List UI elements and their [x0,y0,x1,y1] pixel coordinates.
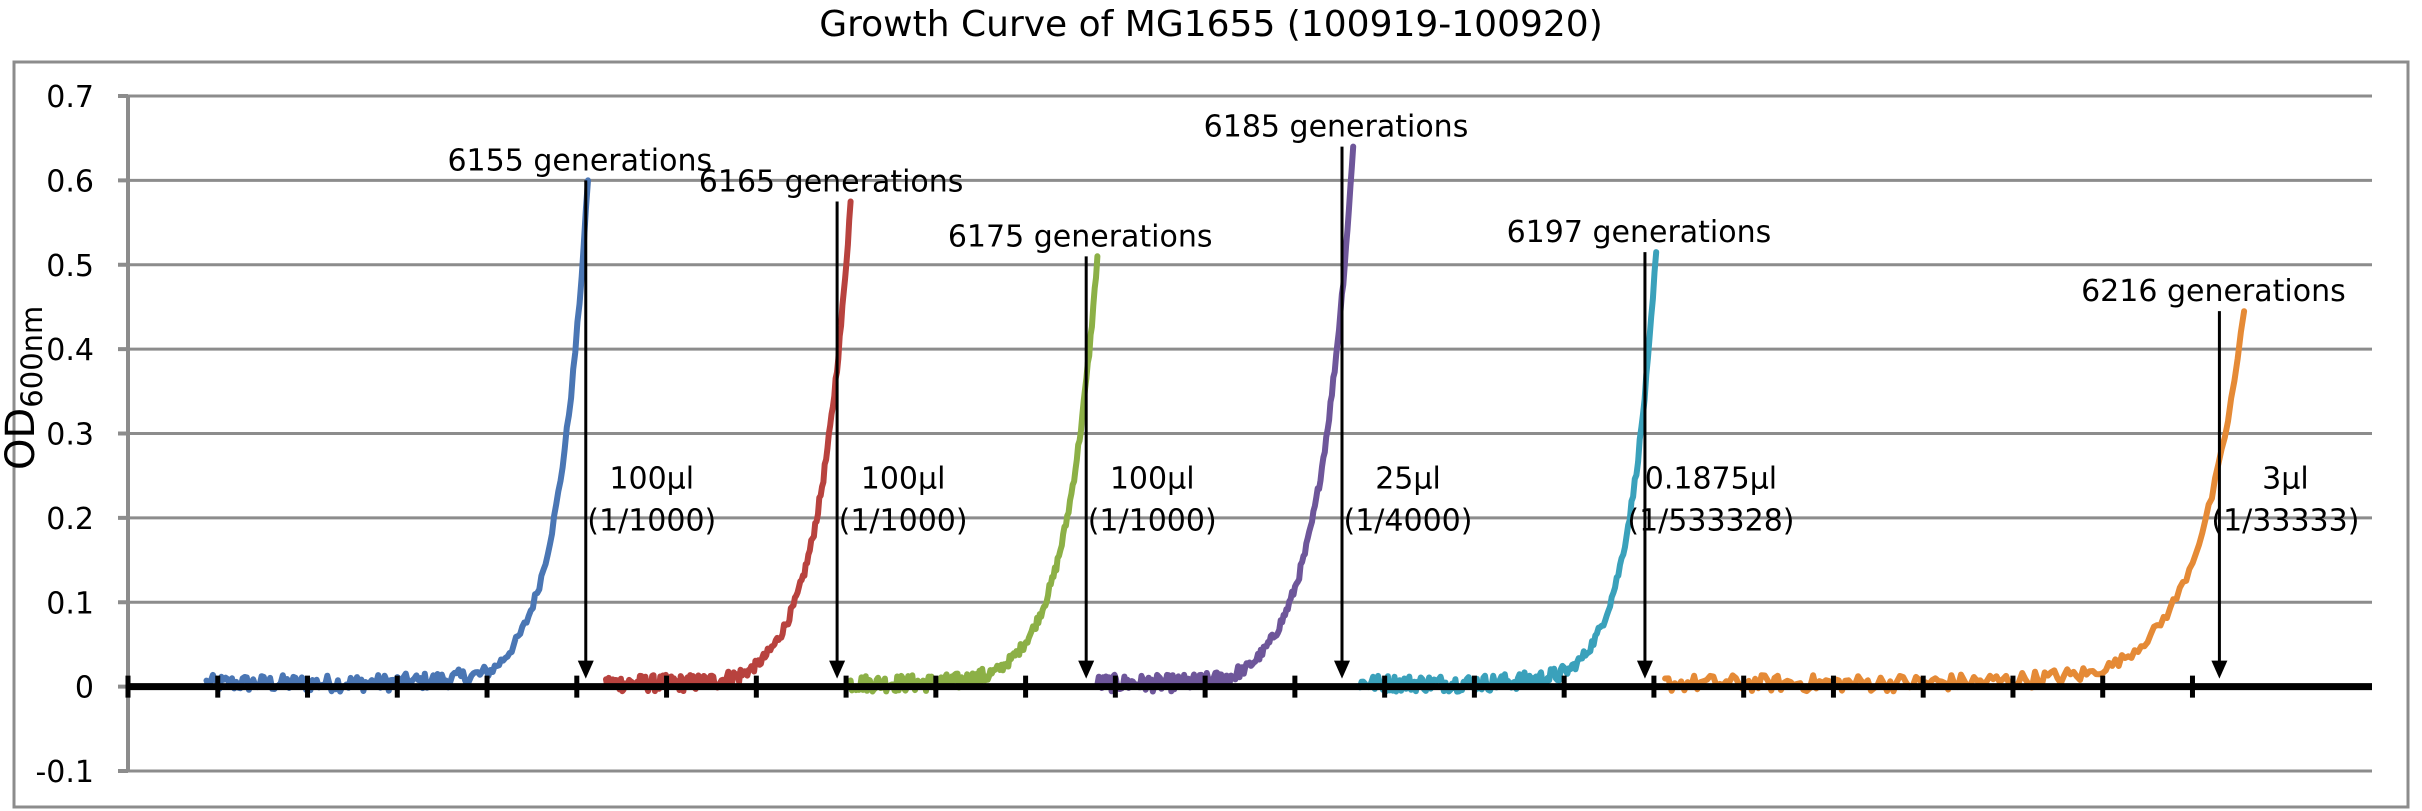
generation-label: 6165 generations [699,164,964,199]
dilution-ratio-label: (1/1000) [1088,504,1217,539]
y-axis-label: OD600nm [0,306,49,470]
x-axis [125,675,2372,698]
dilution-ratio-label: (1/33333) [2211,504,2359,539]
dilution-volume-label: 25μl [1375,461,1441,496]
y-tick-label: 0.2 [46,502,94,537]
generation-label: 6175 generations [948,219,1213,254]
dilution-arrow-head [2211,660,2228,679]
dilution-arrow-head [577,660,594,679]
series-line [1357,249,1660,695]
dilution-arrow-head [829,660,846,679]
generation-label: 6216 generations [2081,274,2346,309]
y-axis-label-main: OD [0,408,44,470]
dilution-ratio-label: (1/4000) [1344,504,1473,539]
y-tick-label: 0.3 [46,418,94,453]
y-tick-label: 0.5 [46,249,94,284]
y-tick-label: 0.6 [46,164,94,199]
dilution-ratio-label: (1/1000) [587,504,716,539]
dilution-ratio-label: (1/533328) [1627,504,1794,539]
generation-label: 6185 generations [1204,110,1469,145]
dilution-volume-label: 100μl [609,461,694,496]
gridlines [128,94,2372,773]
y-tick-label: 0 [75,671,94,706]
y-axis: -0.1 0 0.1 0.2 0.3 0.4 0.5 0.6 0.7 [35,80,130,790]
chart-border [12,60,2410,809]
y-tick-label: 0.4 [46,333,94,368]
generation-label: 6155 generations [447,143,712,178]
chart-title: Growth Curve of MG1655 (100919-100920) [819,4,1603,45]
dilution-arrow-head [1078,660,1095,679]
y-tick-label: -0.1 [35,755,94,790]
annotations: 6155 generations 100μl (1/1000) 6165 genera… [447,110,2359,679]
y-tick-label: 0.1 [46,586,94,621]
dilution-volume-label: 0.1875μl [1645,461,1777,496]
generation-label: 6197 generations [1507,215,1772,250]
dilution-volume-label: 100μl [1110,461,1195,496]
dilution-arrow-head [1334,660,1351,679]
dilution-volume-label: 3μl [2262,461,2309,496]
dilution-arrow-head [1636,660,1653,679]
y-axis-label-subscript: 600nm [15,306,49,408]
dilution-ratio-label: (1/1000) [839,504,968,539]
dilution-volume-label: 100μl [861,461,946,496]
y-tick-label: 0.7 [46,80,94,115]
